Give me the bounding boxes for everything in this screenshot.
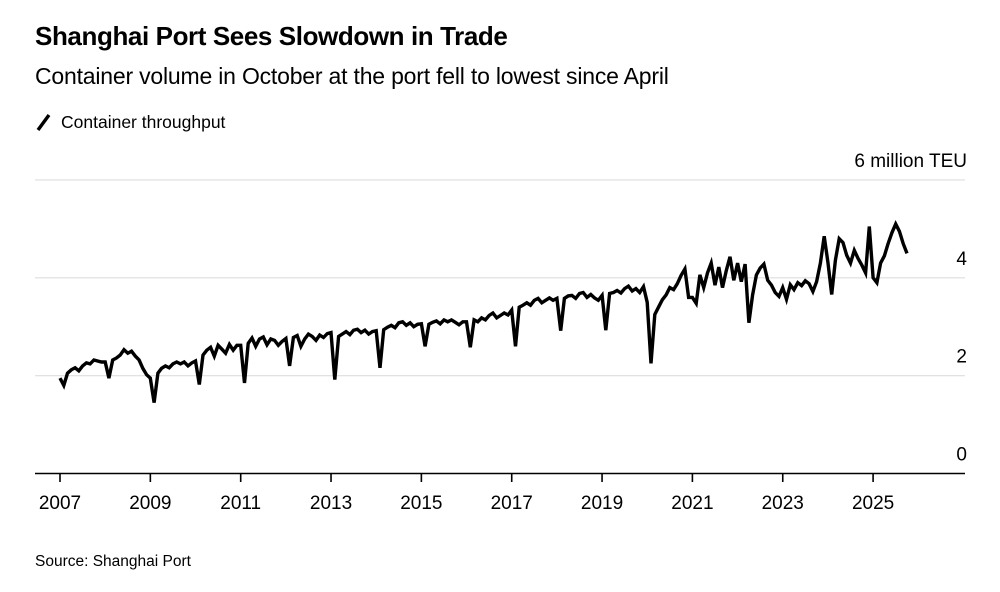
x-axis-tick-label: 2007 — [39, 493, 81, 514]
chart-title: Shanghai Port Sees Slowdown in Trade — [35, 21, 508, 51]
x-axis-tick-label: 2023 — [762, 493, 804, 514]
chart-subtitle: Container volume in October at the port … — [35, 63, 669, 89]
y-axis-tick-label: 2 — [956, 347, 967, 368]
container-throughput-line — [58, 219, 909, 403]
source-note: Source: Shanghai Port — [35, 553, 191, 570]
x-axis-tick-label: 2013 — [310, 493, 352, 514]
x-axis-tick-label: 2019 — [581, 493, 623, 514]
y-axis-labels: 0 2 4 6 million TEU — [854, 151, 967, 466]
legend: Container throughput — [35, 112, 225, 133]
y-axis-tick-label: 0 — [956, 445, 967, 466]
x-axis-tick-label: 2011 — [220, 493, 261, 514]
y-axis-tick-label: 4 — [956, 249, 967, 270]
x-axis-tick-label: 2015 — [400, 493, 442, 514]
legend-series-label: Container throughput — [61, 112, 226, 132]
x-axis: 2007 2009 2011 2013 2015 2017 2019 2021 2023 2025 — [35, 472, 965, 514]
x-axis-tick-label: 2017 — [491, 493, 533, 514]
x-axis-tick-label: 2009 — [129, 493, 171, 514]
gridlines — [35, 179, 965, 377]
x-axis-tick-label: 2025 — [852, 493, 894, 514]
slash-icon — [35, 113, 52, 132]
x-axis-tick-label: 2021 — [671, 493, 713, 514]
y-axis-tick-label: 6 million TEU — [854, 151, 967, 172]
